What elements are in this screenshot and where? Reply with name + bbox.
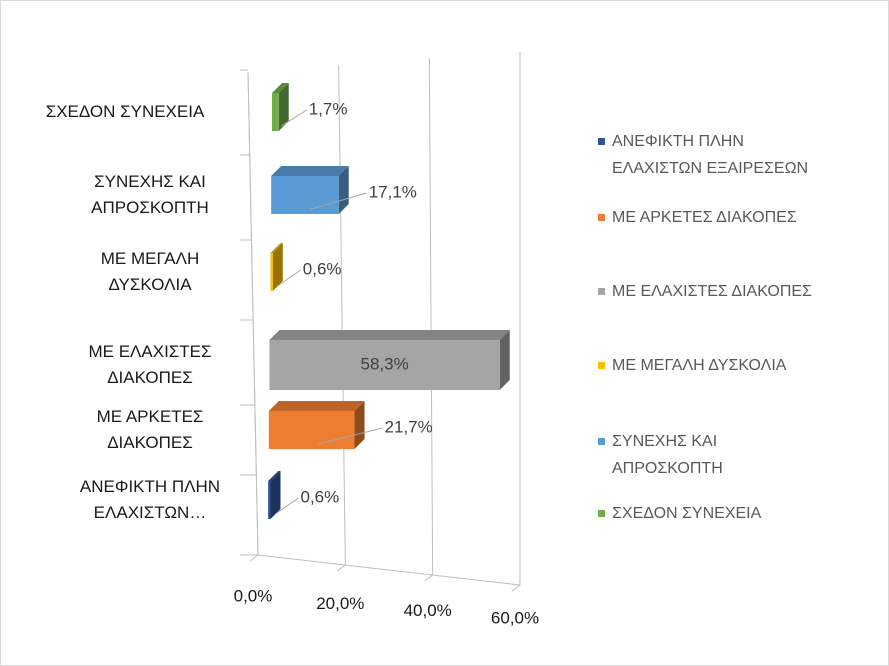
x-tick	[511, 584, 521, 592]
y-tick-label: ΑΝΕΦΙΚΤΗ ΠΛΗΝ ΕΛΑΧΙΣΤΩΝ…	[79, 477, 221, 522]
bar	[272, 93, 279, 131]
y-tick-label: ΣΧΕΔΟΝ ΣΥΝΕΧΕΙΑ	[45, 102, 205, 121]
bar	[270, 253, 273, 291]
data-label: 17,1%	[369, 182, 417, 201]
data-label: 0,6%	[303, 259, 342, 278]
floor-edge	[257, 554, 521, 586]
bar	[268, 481, 271, 519]
x-tick	[337, 564, 346, 572]
bar-top	[269, 330, 510, 340]
legend-swatch	[598, 138, 605, 145]
bar-top	[272, 83, 289, 93]
leader-line	[275, 497, 299, 515]
bar-side	[354, 401, 365, 449]
legend-swatch	[598, 288, 605, 295]
y-tick-label: ΣΥΝΕΧΗΣ ΚΑΙ ΑΠΡΟΣΚΟΠΤΗ	[91, 172, 209, 217]
bar-side	[272, 243, 283, 291]
leader-line	[277, 269, 302, 287]
legend-swatch	[598, 362, 605, 369]
bar	[268, 411, 355, 449]
x-tick	[424, 574, 433, 582]
x-tick-label: 20,0%	[316, 594, 364, 613]
grid-line	[428, 58, 434, 576]
y-tick-label: ΜΕ ΑΡΚΕΤΕΣ ΔΙΑΚΟΠΕΣ	[96, 407, 204, 452]
bar-top	[268, 471, 281, 481]
bar-top	[270, 243, 283, 253]
data-label: 0,6%	[300, 487, 339, 506]
bar-side	[338, 166, 349, 214]
legend-entry: ΜΕ ΑΡΚΕΤΕΣ ΔΙΑΚΟΠΕΣ	[598, 204, 889, 231]
legend-entry: ΣΧΕΔΟΝ ΣΥΝΕΧΕΙΑ	[598, 500, 889, 527]
legend-swatch	[598, 438, 605, 445]
bar	[271, 176, 339, 214]
legend-entry: ΜΕ ΕΛΑΧΙΣΤΕΣ ΔΙΑΚΟΠΕΣ	[598, 278, 889, 305]
bar	[269, 340, 500, 390]
bar-side	[499, 330, 510, 390]
data-label: 58,3%	[361, 354, 409, 373]
bar-top	[268, 401, 365, 411]
legend-entry: ΑΝΕΦΙΚΤΗ ΠΛΗΝ ΕΛΑΧΙΣΤΩΝ ΕΞΑΙΡΕΣΕΩΝ	[598, 128, 812, 182]
leader-line	[310, 192, 367, 210]
bar-top	[271, 166, 349, 176]
bar-side	[270, 471, 281, 519]
legend-swatch	[598, 510, 605, 517]
leader-line	[281, 109, 307, 127]
x-tick-label: 40,0%	[404, 601, 452, 620]
grid-line	[338, 65, 346, 566]
x-tick-label: 60,0%	[491, 608, 539, 627]
x-tick	[249, 554, 259, 562]
y-tick-label: ΜΕ ΕΛΑΧΙΣΤΕΣ ΔΙΑΚΟΠΕΣ	[88, 342, 212, 387]
legend-swatch	[598, 214, 605, 221]
grid-line	[247, 71, 259, 556]
y-tick-label: ΜΕ ΜΕΓΑΛΗ ΔΥΣΚΟΛΙΑ	[100, 249, 200, 294]
bar-side	[278, 83, 289, 131]
leader-line	[317, 427, 383, 445]
legend-entry: ΜΕ ΜΕΓΑΛΗ ΔΥΣΚΟΛΙΑ	[598, 352, 889, 379]
x-tick-label: 0,0%	[234, 586, 273, 605]
data-label: 21,7%	[385, 417, 433, 436]
legend-entry: ΣΥΝΕΧΗΣ ΚΑΙ ΑΠΡΟΣΚΟΠΤΗ	[598, 428, 792, 482]
data-label: 1,7%	[309, 99, 348, 118]
